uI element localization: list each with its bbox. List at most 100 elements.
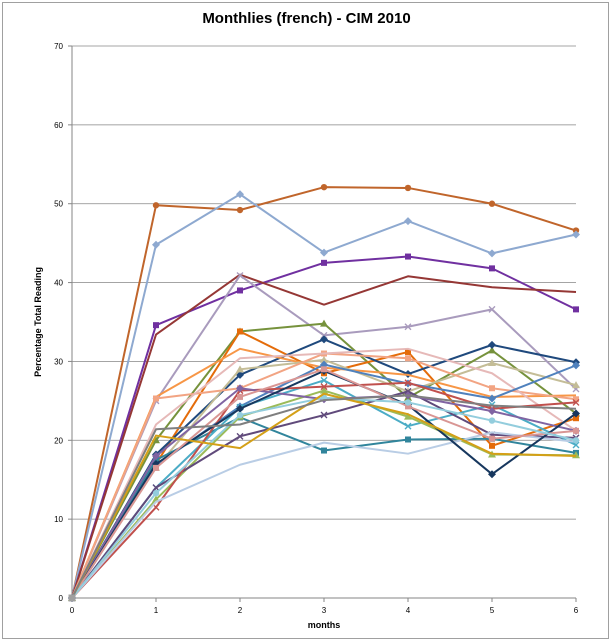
- data-point: [489, 265, 495, 272]
- data-point: [152, 452, 160, 461]
- data-point: [152, 202, 160, 209]
- data-point: [236, 404, 244, 413]
- series-4: [71, 273, 577, 599]
- data-point: [404, 399, 412, 406]
- data-point: [488, 417, 496, 424]
- chart-title: Monthlies (french) - CIM 2010: [202, 10, 411, 27]
- data-point: [320, 386, 328, 394]
- data-point: [404, 379, 412, 387]
- data-point: [488, 249, 496, 258]
- data-point: [153, 395, 159, 402]
- x-tick-label: 5: [490, 606, 495, 615]
- y-tick-label: 40: [54, 279, 63, 288]
- data-point: [489, 442, 495, 449]
- y-tick-label: 50: [54, 200, 63, 209]
- data-point: [404, 323, 412, 331]
- series-19: [68, 384, 580, 602]
- data-point: [152, 240, 160, 249]
- data-point: [572, 361, 580, 370]
- x-tick-label: 3: [322, 606, 327, 615]
- x-axis-label: months: [308, 620, 341, 630]
- data-point: [488, 340, 496, 349]
- data-point: [572, 398, 580, 406]
- x-tick-label: 1: [154, 606, 159, 615]
- data-point: [488, 359, 496, 367]
- data-point: [573, 306, 579, 313]
- data-point: [488, 305, 496, 313]
- data-point: [236, 190, 244, 199]
- series-line: [71, 273, 577, 599]
- data-point: [405, 253, 411, 260]
- data-point: [573, 415, 579, 422]
- series-24: [71, 392, 577, 599]
- data-point: [320, 355, 328, 363]
- y-axis-label: Percentage Total Reading: [33, 267, 43, 377]
- series-group: [68, 183, 580, 602]
- data-point: [236, 384, 244, 393]
- data-point: [488, 470, 496, 479]
- y-tick-label: 70: [54, 42, 63, 51]
- data-point: [405, 403, 411, 410]
- data-point: [320, 319, 328, 327]
- data-point: [488, 200, 496, 207]
- y-tick-label: 30: [54, 357, 63, 366]
- data-point: [237, 393, 243, 400]
- series-15: [68, 376, 580, 602]
- data-point: [404, 217, 412, 226]
- tick-labels: 0 10 20 30 40 50 60 70 0 1 2 3 4 5 6: [54, 42, 579, 615]
- series-line: [71, 347, 577, 599]
- data-point: [320, 376, 328, 384]
- origin-marker: [68, 594, 76, 602]
- data-point: [152, 484, 160, 492]
- data-point: [404, 184, 412, 192]
- data-point: [573, 427, 579, 434]
- data-point: [236, 432, 244, 440]
- data-point: [320, 335, 328, 344]
- data-point: [572, 437, 580, 444]
- data-point: [488, 407, 496, 416]
- data-point: [153, 322, 159, 329]
- y-tick-label: 10: [54, 515, 63, 524]
- data-point: [404, 422, 412, 430]
- y-tick-label: 20: [54, 436, 63, 445]
- data-point: [321, 259, 327, 266]
- x-tick-label: 0: [70, 606, 75, 615]
- data-point: [321, 447, 327, 454]
- data-point: [573, 396, 579, 403]
- data-point: [320, 183, 328, 191]
- y-tick-label: 0: [59, 594, 64, 603]
- series-line: [71, 368, 577, 599]
- data-point: [405, 355, 411, 362]
- data-point: [572, 230, 580, 239]
- data-point: [237, 287, 243, 294]
- x-tick-label: 2: [238, 606, 243, 615]
- data-point: [236, 411, 244, 419]
- data-point: [321, 366, 327, 373]
- axes: [68, 45, 577, 602]
- series-line: [71, 431, 577, 599]
- series-20: [71, 431, 577, 599]
- data-point: [320, 248, 328, 257]
- data-point: [320, 411, 328, 419]
- data-point: [572, 409, 580, 418]
- data-point: [404, 412, 412, 420]
- data-point: [320, 383, 328, 391]
- data-point: [236, 206, 244, 214]
- data-point: [236, 365, 244, 373]
- series-line: [71, 255, 577, 599]
- data-point: [153, 464, 159, 471]
- y-tick-label: 60: [54, 121, 63, 130]
- data-point: [152, 489, 160, 497]
- data-point: [489, 435, 495, 442]
- data-point: [489, 385, 495, 392]
- x-tick-label: 6: [574, 606, 579, 615]
- series-line: [71, 394, 577, 599]
- data-point: [488, 346, 496, 354]
- x-tick-label: 4: [406, 606, 411, 615]
- series-12: [71, 347, 577, 599]
- series-line: [71, 392, 577, 599]
- series-25: [71, 394, 577, 599]
- data-point: [572, 381, 580, 389]
- series-16: [68, 386, 580, 601]
